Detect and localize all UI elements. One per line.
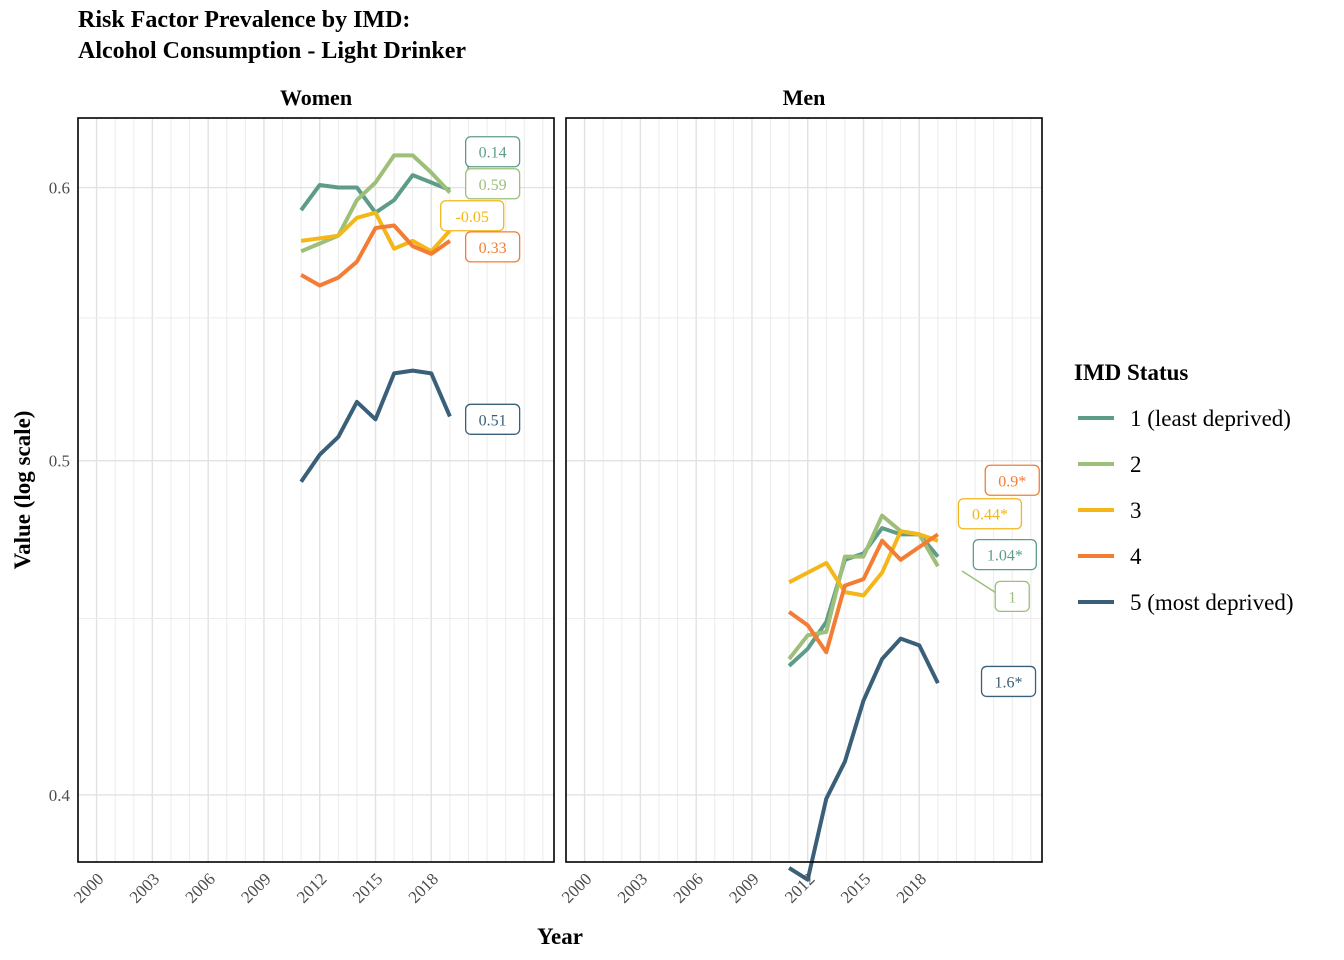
panel-women: Women 0.14 0.59 -0.05 0.33 0.51 2000 2003 2006 20… (49, 85, 555, 907)
series-line-3 (788, 529, 939, 598)
end-label-value: 1 (1008, 589, 1016, 606)
panel-border (565, 117, 1043, 863)
y-tick-label: 0.4 (49, 786, 71, 805)
end-label-box (464, 231, 521, 263)
x-tick-label: 2009 (725, 869, 762, 906)
x-tick-label: 2006 (182, 869, 219, 906)
series-line-4 (300, 223, 452, 288)
end-label-box (994, 580, 1030, 613)
end-label-value: 1.6* (995, 674, 1023, 691)
x-tick-label: 2015 (837, 869, 874, 906)
x-tick-label: 2015 (349, 869, 386, 906)
panel-title: Women (280, 85, 352, 110)
legend-label-2: 2 (1130, 452, 1142, 477)
x-axis-title: Year (537, 924, 583, 949)
chart-title-line1: Risk Factor Prevalence by IMD: (78, 7, 410, 33)
end-label-value: 0.33 (479, 240, 507, 257)
series-line-5 (299, 368, 452, 483)
x-tick-label: 2006 (670, 869, 707, 906)
end-label-box (464, 168, 521, 200)
y-tick-label: 0.5 (49, 452, 70, 471)
x-tick-label: 2018 (893, 869, 930, 906)
end-label-box (984, 464, 1040, 496)
panel-men: Men 1.04* 1 0.44* 0.9* 1.6* 2000 2003 2006 2009 20… (558, 85, 1043, 907)
panel-title: Men (783, 85, 826, 110)
end-label-value: 0.14 (479, 145, 507, 162)
legend-label-3: 3 (1130, 498, 1142, 523)
x-tick-label: 2000 (70, 869, 107, 906)
series-line-5 (788, 636, 940, 882)
legend-label-5: 5 (most deprived) (1130, 590, 1294, 615)
x-tick-label: 2003 (614, 869, 651, 906)
legend-label-1: 1 (least deprived) (1130, 406, 1291, 431)
end-label-box (464, 136, 521, 168)
x-tick-label: 2009 (237, 869, 274, 906)
end-label-value: -0.05 (456, 209, 489, 226)
end-label-box (464, 403, 521, 435)
x-tick-label: 2000 (558, 869, 595, 906)
legend: IMD Status 1 (least deprived) 2 3 4 5 (most … (1074, 360, 1294, 615)
panel-border (77, 117, 555, 863)
series-line-2 (300, 153, 452, 254)
end-label-box (972, 538, 1037, 571)
y-tick-label: 0.6 (49, 179, 70, 198)
legend-title: IMD Status (1074, 360, 1188, 385)
end-label-box (440, 200, 505, 232)
end-label-value: 0.44* (972, 507, 1008, 524)
chart-title-line2: Alcohol Consumption - Light Drinker (78, 38, 466, 64)
x-tick-label: 2012 (293, 869, 330, 906)
end-label-box (980, 665, 1037, 698)
legend-label-4: 4 (1130, 544, 1142, 569)
x-tick-label: 2018 (405, 869, 442, 906)
end-label-box (957, 498, 1023, 530)
end-label-value: 0.9* (998, 473, 1026, 490)
end-label-value: 1.04* (987, 548, 1023, 565)
end-label-value: 0.59 (479, 177, 507, 194)
x-tick-label: 2012 (781, 869, 818, 906)
y-axis-title: Value (log scale) (10, 411, 35, 570)
series-line-3 (300, 210, 452, 254)
end-label-value: 0.51 (479, 412, 507, 429)
series-line-4 (787, 532, 940, 655)
x-tick-label: 2003 (126, 869, 163, 906)
label-leader (961, 570, 996, 594)
